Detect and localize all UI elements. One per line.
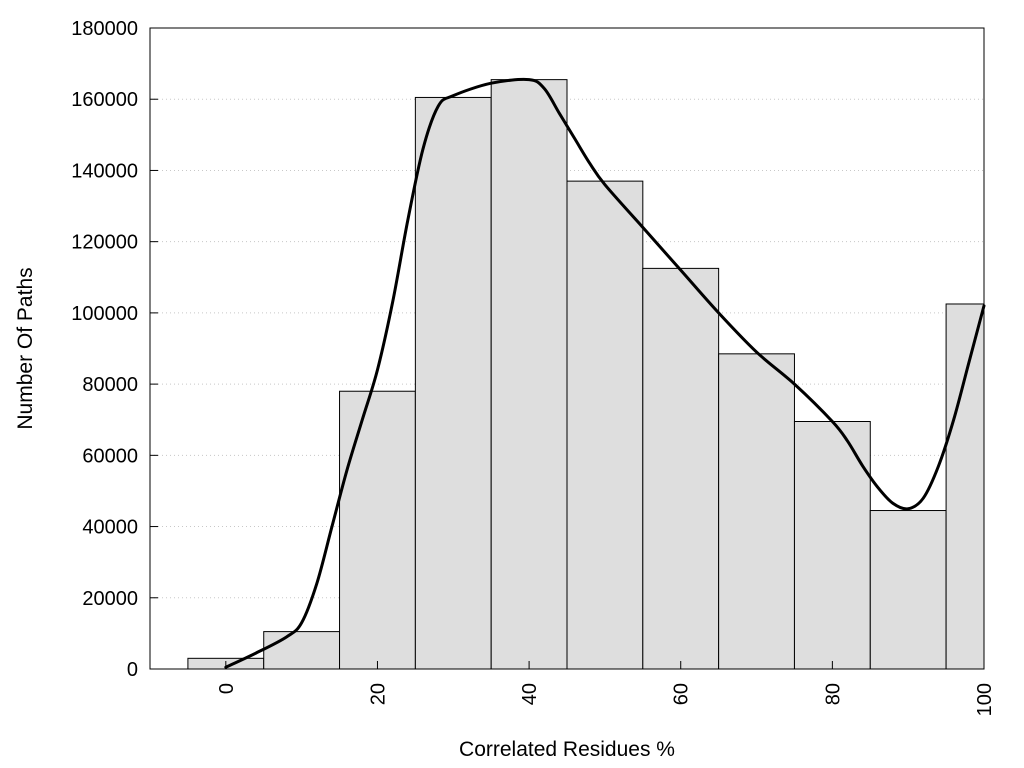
histogram-bar (263, 631, 341, 670)
histogram-bar (339, 390, 416, 670)
y-tick-label: 0 (127, 659, 138, 681)
y-tick-label: 80000 (82, 374, 138, 396)
histogram-bar (414, 96, 492, 670)
y-tick-label: 40000 (82, 517, 138, 539)
x-tick-label: 40 (519, 683, 541, 705)
x-axis-title: Correlated Residues % (459, 738, 675, 761)
plot-frame (149, 27, 985, 670)
y-axis-ticks: 0 20000 40000 60000 80000 100000 120000 140000 1… (71, 18, 158, 681)
histogram-bar (869, 510, 947, 670)
histogram-bar (566, 180, 644, 670)
x-tick-label: 80 (822, 683, 844, 705)
y-axis-title: Number Of Paths (14, 267, 37, 429)
y-tick-label: 140000 (71, 160, 138, 182)
y-tick-label: 160000 (71, 89, 138, 111)
y-tick-label: 60000 (82, 445, 138, 467)
y-tick-label: 120000 (71, 232, 138, 254)
x-axis-ticks: 0 20 40 60 80 100 (216, 661, 996, 716)
trend-curve (224, 77, 986, 669)
x-tick-label: 0 (216, 683, 238, 694)
histogram-bar (793, 421, 871, 670)
histogram-bar (945, 303, 985, 670)
histogram-bar (642, 267, 720, 670)
histogram-bars (187, 79, 985, 670)
histogram-bar (718, 353, 795, 670)
trend-curve-line (224, 77, 986, 669)
x-tick-label: 20 (367, 683, 389, 705)
y-tick-label: 20000 (82, 588, 138, 610)
y-tick-label: 100000 (71, 303, 138, 325)
histogram-bar (490, 79, 568, 670)
x-tick-label: 60 (671, 683, 693, 705)
x-tick-label: 100 (974, 683, 996, 716)
y-tick-label: 180000 (71, 18, 138, 40)
